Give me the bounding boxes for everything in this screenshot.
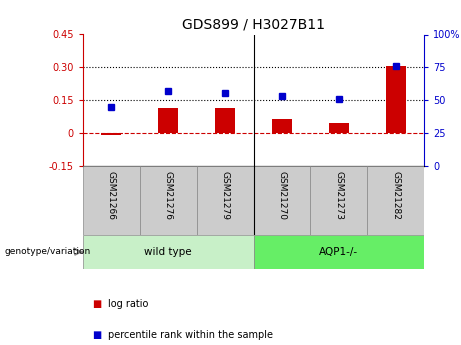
Bar: [140, 166, 197, 235]
Bar: [101, 133, 121, 135]
Text: genotype/variation: genotype/variation: [5, 247, 91, 256]
Text: GSM21276: GSM21276: [164, 171, 173, 220]
Text: GSM21266: GSM21266: [107, 171, 116, 220]
Bar: [329, 123, 349, 133]
Text: ■: ■: [92, 330, 101, 339]
Title: GDS899 / H3027B11: GDS899 / H3027B11: [182, 18, 325, 32]
Bar: [197, 166, 254, 235]
Text: GSM21273: GSM21273: [334, 171, 343, 220]
Text: GSM21270: GSM21270: [278, 171, 286, 220]
Bar: [254, 166, 310, 235]
Bar: [83, 166, 140, 235]
Text: GSM21282: GSM21282: [391, 171, 400, 220]
Bar: [367, 166, 424, 235]
Bar: [215, 108, 235, 133]
Text: wild type: wild type: [144, 247, 192, 257]
Text: GSM21279: GSM21279: [221, 171, 230, 220]
Bar: [83, 235, 254, 269]
Bar: [386, 66, 406, 133]
Text: log ratio: log ratio: [108, 299, 149, 308]
Bar: [272, 119, 292, 133]
Text: AQP1-/-: AQP1-/-: [319, 247, 358, 257]
Bar: [158, 108, 178, 133]
Bar: [310, 166, 367, 235]
Text: percentile rank within the sample: percentile rank within the sample: [108, 330, 273, 339]
Text: ■: ■: [92, 299, 101, 308]
Bar: [254, 235, 424, 269]
